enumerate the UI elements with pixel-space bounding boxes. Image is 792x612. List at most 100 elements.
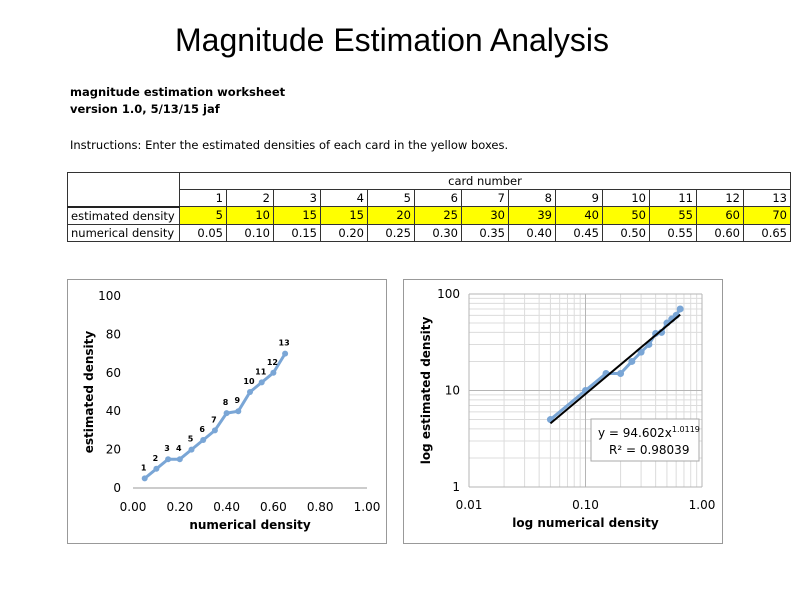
estimated-density-input[interactable]: 40 (555, 206, 603, 225)
point-label: 1 (141, 463, 147, 472)
point-label: 12 (267, 358, 278, 367)
numerical-density-cell: 0.05 (179, 223, 227, 242)
y-axis-label: estimated density (82, 331, 96, 454)
point-label: 2 (153, 454, 159, 463)
data-point (628, 357, 636, 365)
equation-box (590, 418, 700, 462)
card-number-cell: 4 (320, 189, 368, 207)
card-number-cell: 5 (367, 189, 415, 207)
y-tick-label: 100 (437, 287, 460, 301)
worksheet-instructions: Instructions: Enter the estimated densit… (70, 138, 509, 152)
point-label: 6 (199, 425, 205, 434)
point-label: 11 (255, 367, 267, 376)
linear-chart-panel: 0.00 0.20 0.40 0.60 0.80 1.00 0 20 40 60 80 100 nume… (67, 279, 387, 544)
estimated-density-input[interactable]: 5 (179, 206, 227, 225)
data-point (235, 408, 242, 415)
x-tick-label: 0.00 (120, 500, 147, 514)
data-point (247, 389, 253, 395)
card-number-cell: 9 (555, 189, 603, 207)
card-number-cell: 12 (696, 189, 744, 207)
numerical-density-cell: 0.10 (226, 223, 274, 242)
numerical-density-cell: 0.40 (508, 223, 556, 242)
data-point (223, 410, 230, 417)
card-number-row: 1 2 3 4 5 6 7 8 9 10 11 12 13 (68, 189, 791, 207)
card-number-cell: 11 (649, 189, 697, 207)
numerical-density-cell: 0.35 (461, 223, 509, 242)
numerical-density-cell: 0.20 (320, 223, 368, 242)
estimated-density-input[interactable]: 70 (743, 206, 791, 225)
point-label: 5 (188, 435, 194, 444)
y-tick-label: 40 (106, 404, 121, 418)
estimated-density-row: estimated density 5 10 15 15 20 25 30 39 40 50 55 6… (67, 206, 791, 225)
data-point (637, 348, 645, 356)
estimated-density-input[interactable]: 60 (696, 206, 744, 225)
point-label: 7 (211, 415, 217, 424)
trendline-equation: y = 94.602x1.0119 (598, 425, 700, 440)
data-point (617, 370, 625, 378)
data-point (176, 456, 183, 463)
y-axis-label: log estimated density (419, 317, 433, 465)
estimated-density-input[interactable]: 50 (602, 206, 650, 225)
point-label: 4 (176, 444, 182, 453)
y-tick-label: 0 (113, 481, 121, 495)
card-number-cell: 13 (743, 189, 791, 207)
worksheet-version: version 1.0, 5/13/15 jaf (70, 102, 220, 116)
card-number-cell: 10 (602, 189, 650, 207)
series-line (549, 308, 682, 421)
estimated-density-input[interactable]: 55 (649, 206, 697, 225)
y-tick-label: 10 (445, 384, 460, 398)
x-tick-label: 0.80 (307, 500, 334, 514)
estimated-density-input[interactable]: 30 (461, 206, 509, 225)
estimated-density-input[interactable]: 20 (367, 206, 415, 225)
slide-title: Magnitude Estimation Analysis (175, 22, 609, 58)
card-number-cell: 3 (273, 189, 321, 207)
x-tick-label: 0.01 (456, 498, 483, 512)
x-tick-label: 0.40 (213, 500, 240, 514)
x-axis-label: numerical density (189, 518, 311, 532)
point-label: 13 (279, 339, 290, 348)
density-table: card number 1 2 3 4 5 6 7 8 9 10 11 12 13 estimated … (67, 172, 791, 242)
table-corner-cell (67, 172, 180, 208)
numerical-density-cell: 0.55 (649, 223, 697, 242)
numerical-density-row: numerical density 0.05 0.10 0.15 0.20 0.25 0.… (67, 223, 791, 242)
estimated-density-input[interactable]: 15 (320, 206, 368, 225)
worksheet-title: magnitude estimation worksheet (70, 85, 286, 99)
trendline (549, 313, 681, 425)
numerical-density-cell: 0.45 (555, 223, 603, 242)
numerical-density-cell: 0.30 (414, 223, 462, 242)
estimated-density-input[interactable]: 39 (508, 206, 556, 225)
x-tick-label: 1.00 (354, 500, 381, 514)
card-number-cell: 7 (461, 189, 509, 207)
estimated-density-input[interactable]: 10 (226, 206, 274, 225)
estimated-density-input[interactable]: 25 (414, 206, 462, 225)
card-number-cell: 8 (508, 189, 556, 207)
data-point (676, 305, 684, 313)
estimated-density-label: estimated density (67, 206, 180, 225)
point-label: 8 (223, 398, 229, 407)
y-tick-label: 60 (106, 366, 121, 380)
x-axis-label: log numerical density (512, 516, 659, 530)
numerical-density-cell: 0.60 (696, 223, 744, 242)
data-point (652, 329, 660, 337)
data-point (270, 369, 277, 376)
x-tick-label: 0.10 (572, 498, 599, 512)
point-label: 3 (164, 444, 170, 453)
numerical-density-cell: 0.50 (602, 223, 650, 242)
y-tick-label: 1 (452, 480, 460, 494)
log-density-chart: 0.01 0.10 1.00 1 10 100 log numerical density l… (419, 287, 716, 530)
card-number-cell: 2 (226, 189, 274, 207)
data-point (258, 379, 265, 386)
point-label: 10 (243, 377, 255, 386)
card-number-cell: 6 (414, 189, 462, 207)
x-tick-label: 0.60 (260, 500, 287, 514)
data-point (153, 465, 160, 472)
linear-density-chart: 0.00 0.20 0.40 0.60 0.80 1.00 0 20 40 60 80 100 nume… (82, 289, 381, 532)
card-number-cell: 1 (179, 189, 227, 207)
estimated-density-input[interactable]: 15 (273, 206, 321, 225)
data-point (188, 446, 195, 453)
numerical-density-cell: 0.65 (743, 223, 791, 242)
x-tick-label: 1.00 (689, 498, 716, 512)
y-tick-label: 100 (98, 289, 121, 303)
card-number-header: card number (179, 172, 791, 190)
y-tick-label: 80 (106, 327, 121, 341)
